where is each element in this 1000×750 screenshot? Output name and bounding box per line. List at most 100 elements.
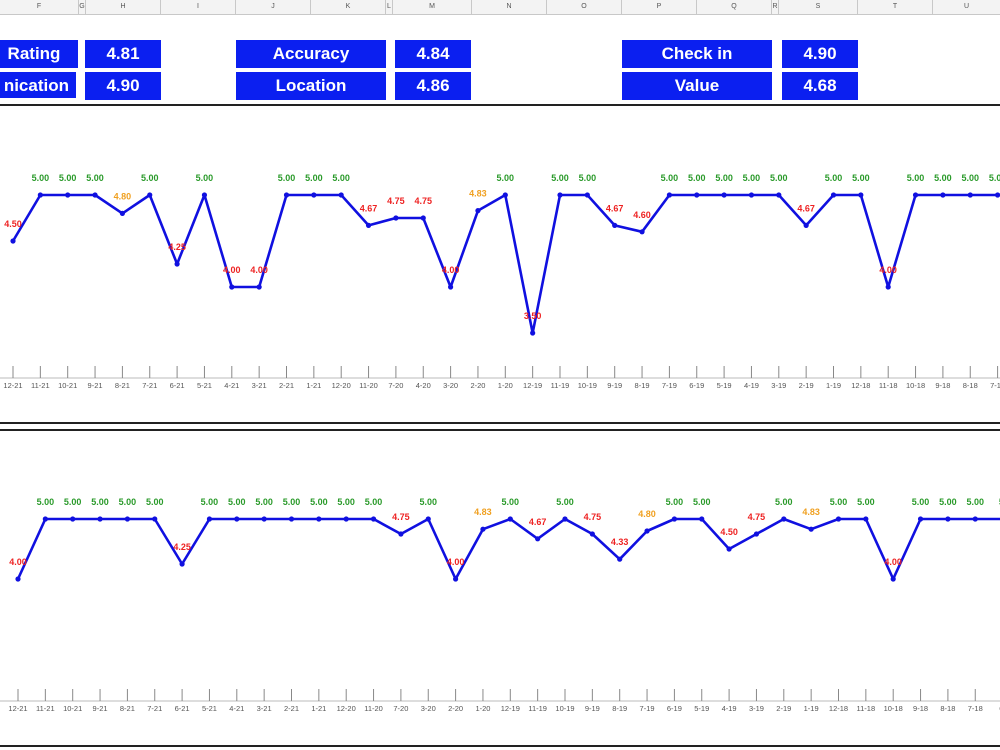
column-header-m[interactable]: M [393, 0, 472, 14]
column-header-u[interactable]: U [933, 0, 1000, 14]
data-label: 5.00 [59, 173, 77, 183]
data-label: 4.83 [802, 507, 820, 517]
data-label: 5.00 [91, 497, 109, 507]
data-label: 5.00 [310, 497, 328, 507]
data-point [311, 192, 317, 198]
data-label: 4.83 [474, 507, 492, 517]
x-tick-label: 2-21 [284, 704, 299, 713]
column-header-t[interactable]: T [858, 0, 933, 14]
data-point [639, 229, 645, 235]
data-label: 5.00 [228, 497, 246, 507]
x-tick-label: 7-21 [142, 381, 157, 390]
x-tick-label: 5-21 [202, 704, 217, 713]
chart-1: 12-21 11-21 10-21 9-21 8-21 7-21 6-21 5-21 4-21 3… [0, 173, 1000, 390]
data-point [721, 192, 727, 198]
data-label: 4.33 [611, 537, 629, 547]
x-tick-label: 4-21 [224, 381, 239, 390]
x-tick-label: 11-21 [31, 381, 50, 390]
data-label: 5.00 [661, 173, 679, 183]
data-label: 4.00 [9, 557, 27, 567]
data-point [699, 516, 705, 522]
x-tick-label: 3-20 [421, 704, 436, 713]
x-tick-label: 7-18 [968, 704, 983, 713]
x-tick-label: 11-21 [36, 704, 55, 713]
data-label: 5.00 [556, 497, 574, 507]
column-header-j[interactable]: J [236, 0, 311, 14]
data-label: 5.00 [86, 173, 104, 183]
x-tick-label: 7-21 [147, 704, 162, 713]
data-label: 5.00 [196, 173, 214, 183]
data-label: 5.00 [961, 173, 979, 183]
x-tick-label: 8-19 [612, 704, 627, 713]
data-label: 5.00 [278, 173, 296, 183]
data-label: 5.00 [497, 173, 515, 183]
data-point [10, 238, 16, 244]
column-header-q[interactable]: Q [697, 0, 772, 14]
column-header-k[interactable]: K [311, 0, 386, 14]
data-label: 4.00 [250, 265, 268, 275]
data-label: 5.00 [907, 173, 925, 183]
data-point [65, 192, 71, 198]
data-point [748, 192, 755, 198]
x-tick-label: 4-19 [722, 704, 737, 713]
x-tick-label: 3-19 [749, 704, 764, 713]
column-header-i[interactable]: I [161, 0, 236, 14]
x-tick-label: 12-20 [332, 381, 351, 390]
data-point [863, 516, 869, 522]
data-label: 3.50 [524, 311, 542, 321]
x-tick-label: 11-19 [528, 704, 547, 713]
x-tick-label: 3-20 [443, 381, 458, 390]
kpi-label-check-in: Check in [622, 40, 772, 68]
x-tick-label: 3-19 [771, 381, 786, 390]
x-tick-label: 4-21 [229, 704, 244, 713]
data-point [995, 192, 1000, 198]
data-label: 4.00 [884, 557, 902, 567]
x-tick-label: 10-21 [63, 704, 82, 713]
data-label: 5.00 [37, 497, 55, 507]
data-point [370, 516, 377, 522]
data-point [830, 192, 837, 198]
x-tick-label: 8-18 [940, 704, 955, 713]
data-label: 5.00 [365, 497, 383, 507]
data-label: 5.00 [715, 173, 733, 183]
data-point [365, 222, 372, 228]
data-label: 4.80 [638, 509, 656, 519]
x-tick-label: 10-21 [58, 381, 77, 390]
kpi-label-location: Location [236, 72, 386, 100]
data-point [671, 516, 678, 522]
x-tick-label: 12-20 [337, 704, 356, 713]
x-tick-label: 8-21 [115, 381, 130, 390]
column-header-s[interactable]: S [779, 0, 858, 14]
column-header-f[interactable]: F [0, 0, 79, 14]
data-label: 5.00 [693, 497, 711, 507]
x-tick-label: 3-21 [257, 704, 272, 713]
data-label: 4.25 [168, 242, 186, 252]
data-point [666, 192, 673, 198]
data-point [753, 531, 760, 537]
column-header-r[interactable]: R [772, 0, 779, 14]
data-point [343, 516, 349, 522]
data-point [42, 516, 48, 522]
data-label: 5.00 [825, 173, 843, 183]
data-label: 4.00 [879, 265, 897, 275]
data-label: 5.00 [743, 173, 761, 183]
column-header-o[interactable]: O [547, 0, 622, 14]
data-label: 4.67 [606, 203, 624, 213]
data-point [147, 192, 153, 198]
data-label: 4.67 [360, 203, 378, 213]
kpi-label-rating: Rating [0, 40, 78, 68]
data-point [502, 192, 508, 198]
data-point [617, 556, 623, 562]
column-header-n[interactable]: N [472, 0, 547, 14]
column-header-g[interactable]: G [79, 0, 86, 14]
x-tick-label: 9-19 [585, 704, 600, 713]
data-label: 5. [999, 497, 1000, 507]
data-point [912, 192, 919, 198]
data-label: 5.00 [32, 173, 50, 183]
x-tick-label: 4-20 [416, 381, 431, 390]
x-tick-label: 11-18 [857, 704, 876, 713]
column-header-p[interactable]: P [622, 0, 697, 14]
data-point [420, 215, 426, 221]
column-header-h[interactable]: H [86, 0, 161, 14]
column-header-l[interactable]: L [386, 0, 393, 14]
